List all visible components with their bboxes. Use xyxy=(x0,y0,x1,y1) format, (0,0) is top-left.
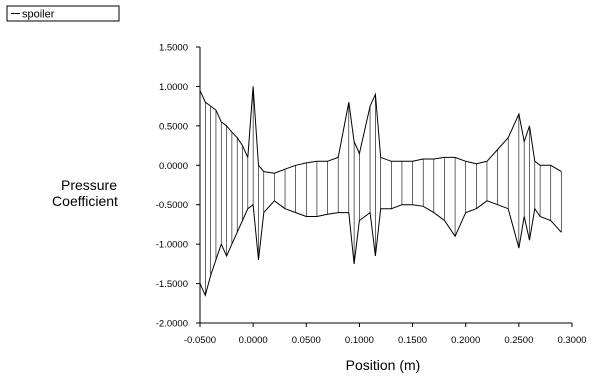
x-tick-label: 0.0500 xyxy=(292,335,321,346)
y-axis-title-line-2: Coefficient xyxy=(52,193,118,209)
x-ticks: -0.0500 0.0000 0.0500 0.1000 0.1500 0.2000 0.2… xyxy=(184,323,587,346)
y-tick-label: -1.0000 xyxy=(156,240,188,251)
plot-area xyxy=(199,86,562,297)
y-tick-label: -2.0000 xyxy=(156,319,188,330)
x-tick-label: 0.2500 xyxy=(504,335,533,346)
x-tick-label: 0.2000 xyxy=(451,335,480,346)
y-tick-label: 0.5000 xyxy=(159,121,188,132)
y-tick-label: 1.0000 xyxy=(159,82,188,93)
x-axis-title: Position (m) xyxy=(346,357,421,373)
series-line-lower xyxy=(199,200,562,297)
y-tick-label: 0.0000 xyxy=(159,161,188,172)
series-line-upper xyxy=(199,86,562,174)
y-axis-title: Pressure Coefficient xyxy=(52,177,118,209)
y-ticks: 1.5000 1.0000 0.5000 0.0000 -0.5000 -1.0000 -1… xyxy=(156,43,200,330)
legend-box xyxy=(6,5,120,22)
x-tick-label: 0.3000 xyxy=(557,335,586,346)
y-tick-label: -1.5000 xyxy=(156,279,188,290)
y-axis-title-line-1: Pressure xyxy=(61,177,117,193)
x-tick-label: 0.1000 xyxy=(345,335,374,346)
legend-entry-spoiler: spoiler xyxy=(22,9,55,21)
x-tick-label: -0.0500 xyxy=(184,335,216,346)
legend: spoiler xyxy=(6,5,120,22)
y-tick-label: -0.5000 xyxy=(156,200,188,211)
y-tick-label: 1.5000 xyxy=(159,43,188,54)
x-tick-label: 0.0000 xyxy=(239,335,268,346)
x-tick-label: 0.1500 xyxy=(398,335,427,346)
